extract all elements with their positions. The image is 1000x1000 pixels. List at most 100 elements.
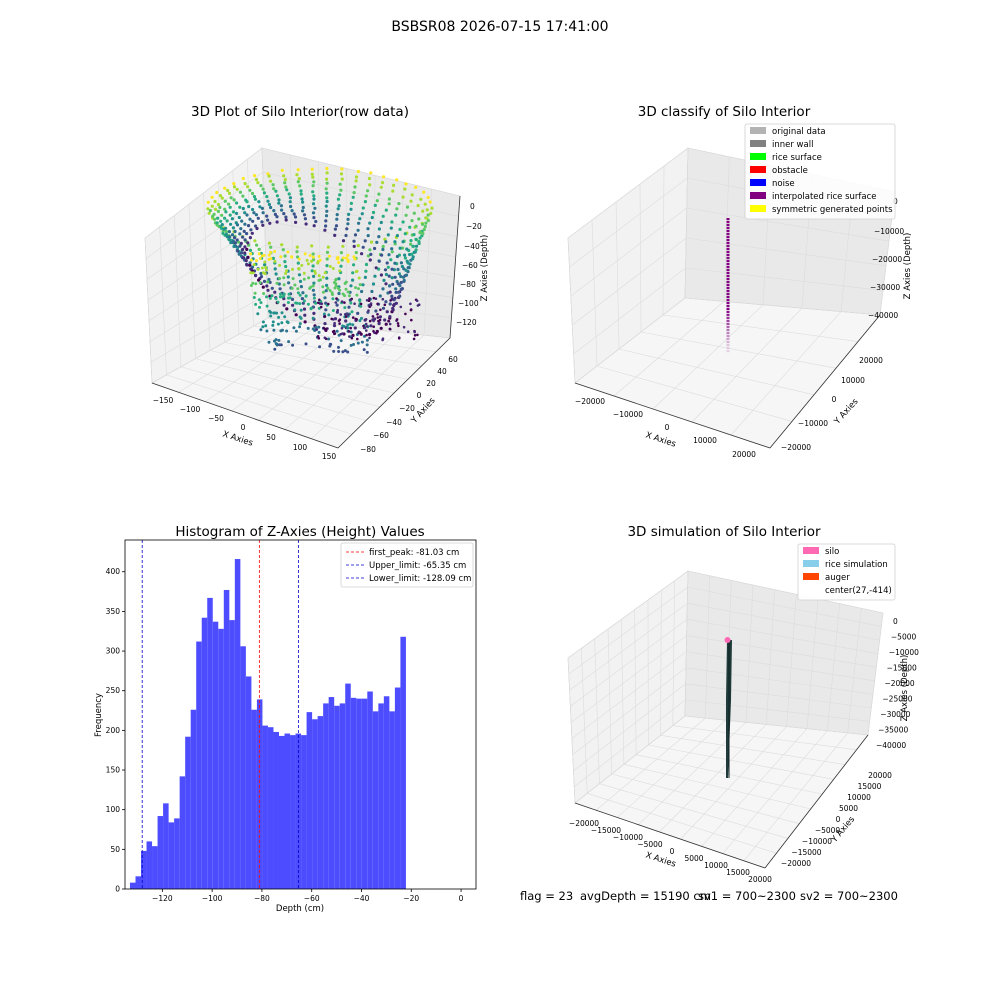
raw-data-point [290, 297, 295, 301]
raw-data-point [347, 313, 350, 316]
raw-data-point [312, 311, 316, 315]
raw-plot-x-axis-line [151, 382, 339, 449]
grid-line [188, 204, 196, 359]
raw-plot-xtick: 150 [322, 452, 337, 461]
raw-data-point [249, 258, 253, 262]
raw-data-point [343, 306, 347, 310]
raw-data-point [330, 291, 334, 295]
raw-data-point [290, 286, 294, 290]
raw-data-point [333, 233, 337, 237]
grid-line [634, 609, 637, 755]
grid-line [267, 317, 451, 339]
x-tick-label: −5000 [637, 840, 663, 849]
raw-data-point [311, 264, 315, 268]
raw-data-point [361, 245, 365, 249]
raw-data-point [227, 191, 232, 195]
raw-data-point [416, 304, 420, 307]
raw-plot-ztick: −80 [460, 280, 476, 289]
raw-data-point [325, 327, 328, 331]
raw-data-point [409, 308, 413, 312]
x-tick-label: −15000 [591, 826, 621, 835]
raw-data-point [351, 316, 355, 319]
raw-data-point [395, 318, 399, 321]
classified-point [726, 350, 730, 353]
raw-data-point [249, 228, 253, 232]
raw-data-point [274, 189, 278, 193]
raw-data-point [353, 326, 357, 330]
raw-data-point [306, 302, 310, 306]
raw-data-point [402, 278, 406, 283]
raw-data-point [243, 245, 247, 249]
histogram-bar [196, 641, 202, 889]
y-tick-label: 150 [106, 766, 121, 775]
raw-data-point [254, 282, 258, 286]
raw-data-point [215, 190, 219, 195]
raw-data-point [340, 177, 344, 181]
raw-data-point [298, 302, 302, 306]
raw-data-point [341, 239, 346, 243]
raw-data-point [255, 243, 259, 247]
raw-data-point [253, 239, 257, 243]
grid-line [572, 667, 687, 755]
raw-data-point [260, 266, 264, 270]
grid-line [569, 602, 688, 691]
grid-line [684, 147, 689, 299]
histogram-bar [135, 876, 142, 889]
raw-data-point [311, 316, 315, 320]
raw-data-point [262, 271, 265, 275]
grid-line [691, 307, 803, 423]
raw-data-point [280, 321, 284, 325]
raw-data-point [282, 292, 286, 296]
simulation-plot-zlabel: Z Axies (Depth) [900, 655, 910, 722]
raw-data-point [225, 235, 229, 239]
legend-label: Lower_limit: -128.09 cm [369, 574, 471, 584]
classified-point [726, 302, 730, 305]
grid-line [574, 715, 686, 804]
raw-data-point [290, 255, 294, 259]
raw-data-point [227, 230, 231, 234]
raw-data-point [317, 325, 321, 329]
raw-data-point [232, 185, 237, 189]
raw-data-point [410, 193, 414, 197]
raw-data-point [236, 249, 240, 253]
raw-data-point [341, 244, 345, 248]
raw-data-point [377, 267, 381, 271]
raw-data-point [369, 324, 373, 328]
x-tick-label: 5000 [684, 854, 703, 863]
grid-line [672, 725, 857, 751]
raw-data-point [362, 348, 366, 352]
raw-data-point [256, 216, 260, 220]
histogram-bar [141, 850, 147, 889]
histogram-bar [185, 736, 191, 889]
classified-point [726, 341, 730, 344]
raw-data-point [235, 201, 239, 205]
raw-data-point [291, 277, 295, 281]
raw-data-point [264, 265, 268, 269]
raw-data-point [212, 212, 216, 216]
raw-data-point [206, 200, 210, 204]
grid-line [591, 219, 598, 367]
raw-data-point [394, 287, 398, 291]
raw-plot-xtick: 50 [266, 433, 276, 442]
raw-data-point [395, 207, 399, 211]
raw-data-point [265, 295, 268, 299]
raw-plot-ytick: 60 [448, 355, 458, 364]
raw-data-point [350, 310, 354, 314]
raw-data-point [337, 291, 341, 296]
grid-line [195, 358, 381, 408]
classified-point [726, 347, 730, 350]
raw-data-point [382, 175, 386, 179]
raw-data-point [368, 248, 372, 252]
raw-data-point [301, 291, 305, 295]
histogram-bar [328, 697, 335, 889]
raw-data-point [298, 315, 302, 319]
raw-data-point [418, 236, 422, 240]
legend-swatch [750, 127, 766, 134]
grid-line [613, 301, 725, 397]
classified-point [726, 266, 730, 269]
raw-data-point [336, 257, 340, 261]
raw-data-point [404, 268, 408, 272]
grid-line [232, 170, 240, 335]
raw-data-point [280, 311, 284, 315]
raw-data-point [284, 264, 288, 269]
